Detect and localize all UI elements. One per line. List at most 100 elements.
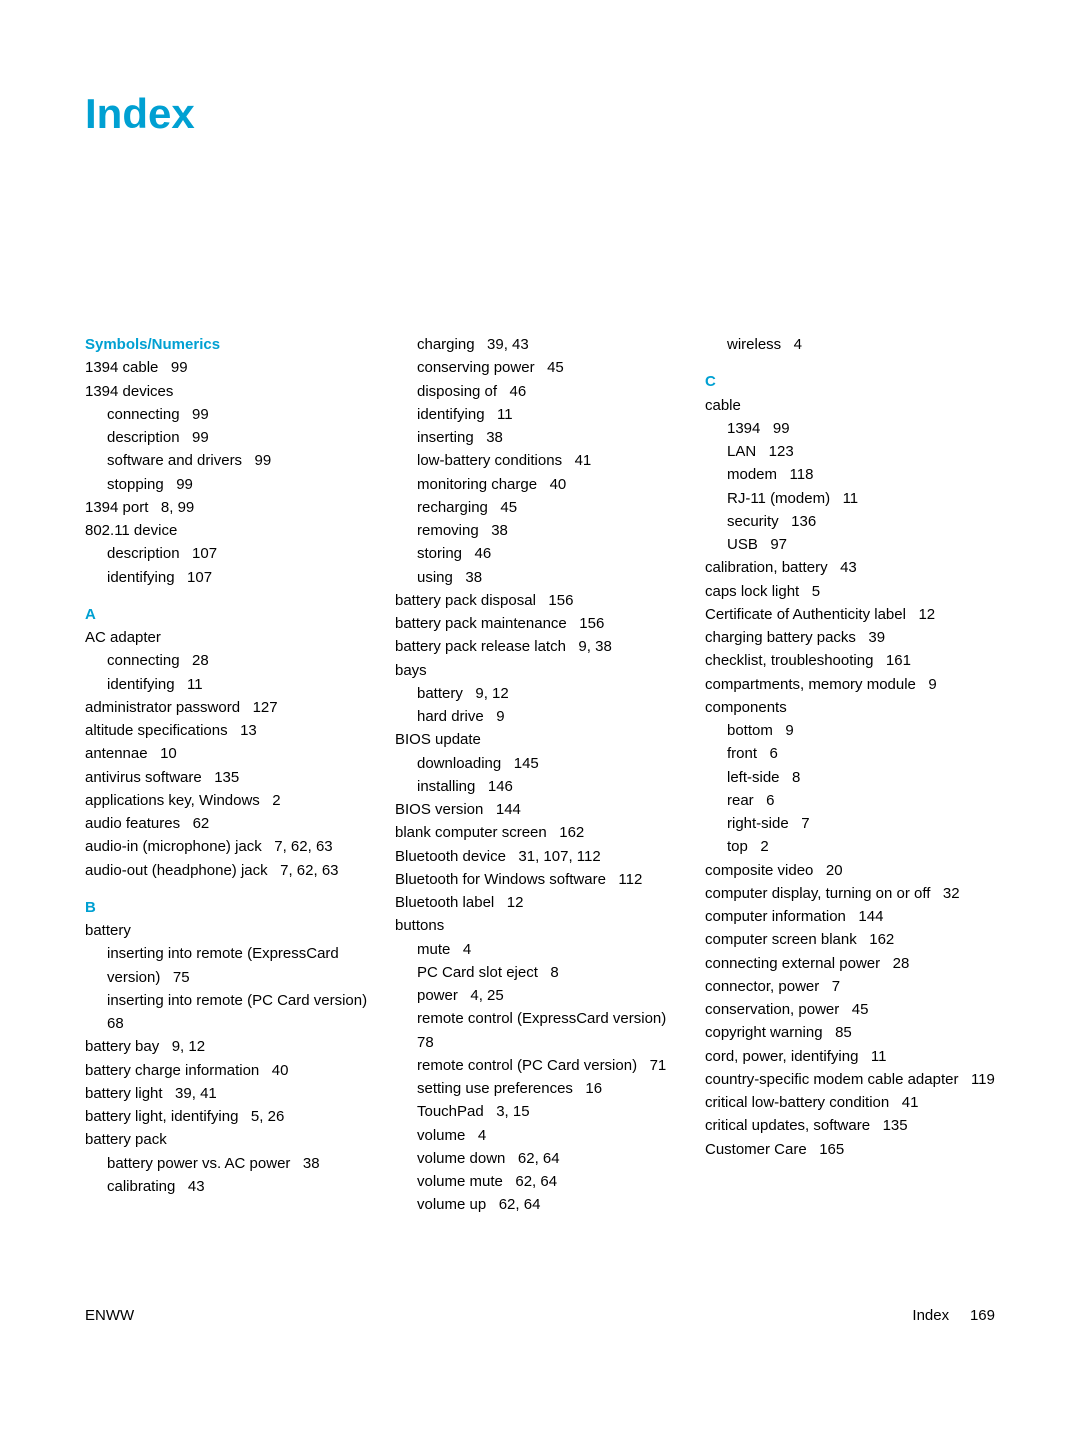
index-entry: BIOS update bbox=[395, 728, 685, 751]
index-entry: caps lock light 5 bbox=[705, 580, 995, 603]
index-entry: connecting 99 bbox=[85, 403, 375, 426]
index-entry: rear 6 bbox=[705, 789, 995, 812]
index-entry: battery charge information 40 bbox=[85, 1059, 375, 1082]
footer-right: Index 169 bbox=[912, 1307, 995, 1324]
index-entry: removing 38 bbox=[395, 519, 685, 542]
index-entry: hard drive 9 bbox=[395, 705, 685, 728]
index-entry: blank computer screen 162 bbox=[395, 821, 685, 844]
index-entry: cable bbox=[705, 394, 995, 417]
index-entry: audio-in (microphone) jack 7, 62, 63 bbox=[85, 835, 375, 858]
index-entry: cord, power, identifying 11 bbox=[705, 1045, 995, 1068]
index-entry: antivirus software 135 bbox=[85, 766, 375, 789]
index-entry: battery pack release latch 9, 38 bbox=[395, 635, 685, 658]
index-entry: bottom 9 bbox=[705, 719, 995, 742]
index-entry: USB 97 bbox=[705, 533, 995, 556]
index-entry: volume mute 62, 64 bbox=[395, 1170, 685, 1193]
index-section-head: C bbox=[705, 370, 995, 393]
index-entry: critical updates, software 135 bbox=[705, 1114, 995, 1137]
index-entry: connecting 28 bbox=[85, 649, 375, 672]
index-entry: software and drivers 99 bbox=[85, 449, 375, 472]
index-col-1: Symbols/Numerics1394 cable 991394 device… bbox=[85, 333, 375, 1217]
index-entry: wireless 4 bbox=[705, 333, 995, 356]
index-entry: composite video 20 bbox=[705, 859, 995, 882]
index-entry: 1394 99 bbox=[705, 417, 995, 440]
index-entry: checklist, troubleshooting 161 bbox=[705, 649, 995, 672]
page-title: Index bbox=[85, 90, 995, 138]
index-entry: storing 46 bbox=[395, 542, 685, 565]
index-entry: downloading 145 bbox=[395, 752, 685, 775]
index-entry: audio-out (headphone) jack 7, 62, 63 bbox=[85, 859, 375, 882]
index-entry: volume down 62, 64 bbox=[395, 1147, 685, 1170]
index-entry: LAN 123 bbox=[705, 440, 995, 463]
index-entry: altitude specifications 13 bbox=[85, 719, 375, 742]
index-entry: battery pack bbox=[85, 1128, 375, 1151]
index-entry: inserting into remote (ExpressCard versi… bbox=[85, 942, 375, 989]
index-entry: battery 9, 12 bbox=[395, 682, 685, 705]
index-entry: battery bay 9, 12 bbox=[85, 1035, 375, 1058]
index-entry: country-specific modem cable adapter 119 bbox=[705, 1068, 995, 1091]
index-entry: conserving power 45 bbox=[395, 356, 685, 379]
index-entry: using 38 bbox=[395, 566, 685, 589]
index-entry: charging battery packs 39 bbox=[705, 626, 995, 649]
index-entry: left-side 8 bbox=[705, 766, 995, 789]
index-entry: inserting into remote (PC Card version) … bbox=[85, 989, 375, 1036]
index-entry: volume 4 bbox=[395, 1124, 685, 1147]
index-entry: modem 118 bbox=[705, 463, 995, 486]
index-entry: installing 146 bbox=[395, 775, 685, 798]
index-entry: battery pack maintenance 156 bbox=[395, 612, 685, 635]
index-entry: bays bbox=[395, 659, 685, 682]
index-entry: identifying 11 bbox=[85, 673, 375, 696]
index-entry: recharging 45 bbox=[395, 496, 685, 519]
index-entry: top 2 bbox=[705, 835, 995, 858]
index-entry: battery bbox=[85, 919, 375, 942]
index-entry: antennae 10 bbox=[85, 742, 375, 765]
index-entry: 1394 port 8, 99 bbox=[85, 496, 375, 519]
index-entry: computer screen blank 162 bbox=[705, 928, 995, 951]
index-entry: calibrating 43 bbox=[85, 1175, 375, 1198]
index-section-head: A bbox=[85, 603, 375, 626]
index-columns: Symbols/Numerics1394 cable 991394 device… bbox=[85, 333, 995, 1217]
index-entry: charging 39, 43 bbox=[395, 333, 685, 356]
index-entry: computer display, turning on or off 32 bbox=[705, 882, 995, 905]
index-entry: Bluetooth label 12 bbox=[395, 891, 685, 914]
index-entry: battery light, identifying 5, 26 bbox=[85, 1105, 375, 1128]
index-entry: identifying 11 bbox=[395, 403, 685, 426]
index-entry: right-side 7 bbox=[705, 812, 995, 835]
footer-left: ENWW bbox=[85, 1307, 134, 1324]
index-entry: Certificate of Authenticity label 12 bbox=[705, 603, 995, 626]
index-entry: Customer Care 165 bbox=[705, 1138, 995, 1161]
index-section-head: Symbols/Numerics bbox=[85, 333, 375, 356]
index-entry: TouchPad 3, 15 bbox=[395, 1100, 685, 1123]
index-entry: mute 4 bbox=[395, 938, 685, 961]
index-entry: connecting external power 28 bbox=[705, 952, 995, 975]
footer-right-label: Index bbox=[912, 1307, 949, 1324]
index-entry: buttons bbox=[395, 914, 685, 937]
index-entry: power 4, 25 bbox=[395, 984, 685, 1007]
index-entry: front 6 bbox=[705, 742, 995, 765]
page-footer: ENWW Index 169 bbox=[85, 1307, 995, 1324]
index-entry: BIOS version 144 bbox=[395, 798, 685, 821]
index-entry: Bluetooth for Windows software 112 bbox=[395, 868, 685, 891]
index-entry: computer information 144 bbox=[705, 905, 995, 928]
index-entry: components bbox=[705, 696, 995, 719]
index-col-2: charging 39, 43conserving power 45dispos… bbox=[395, 333, 685, 1217]
index-entry: volume up 62, 64 bbox=[395, 1193, 685, 1216]
index-entry: description 107 bbox=[85, 542, 375, 565]
index-entry: PC Card slot eject 8 bbox=[395, 961, 685, 984]
index-entry: Bluetooth device 31, 107, 112 bbox=[395, 845, 685, 868]
index-entry: audio features 62 bbox=[85, 812, 375, 835]
index-entry: critical low-battery condition 41 bbox=[705, 1091, 995, 1114]
index-entry: stopping 99 bbox=[85, 473, 375, 496]
index-entry: conservation, power 45 bbox=[705, 998, 995, 1021]
index-entry: 802.11 device bbox=[85, 519, 375, 542]
footer-right-page: 169 bbox=[970, 1307, 995, 1324]
index-entry: RJ-11 (modem) 11 bbox=[705, 487, 995, 510]
index-entry: battery pack disposal 156 bbox=[395, 589, 685, 612]
index-entry: connector, power 7 bbox=[705, 975, 995, 998]
index-entry: disposing of 46 bbox=[395, 380, 685, 403]
index-entry: security 136 bbox=[705, 510, 995, 533]
index-entry: battery light 39, 41 bbox=[85, 1082, 375, 1105]
index-entry: administrator password 127 bbox=[85, 696, 375, 719]
index-entry: calibration, battery 43 bbox=[705, 556, 995, 579]
index-entry: monitoring charge 40 bbox=[395, 473, 685, 496]
